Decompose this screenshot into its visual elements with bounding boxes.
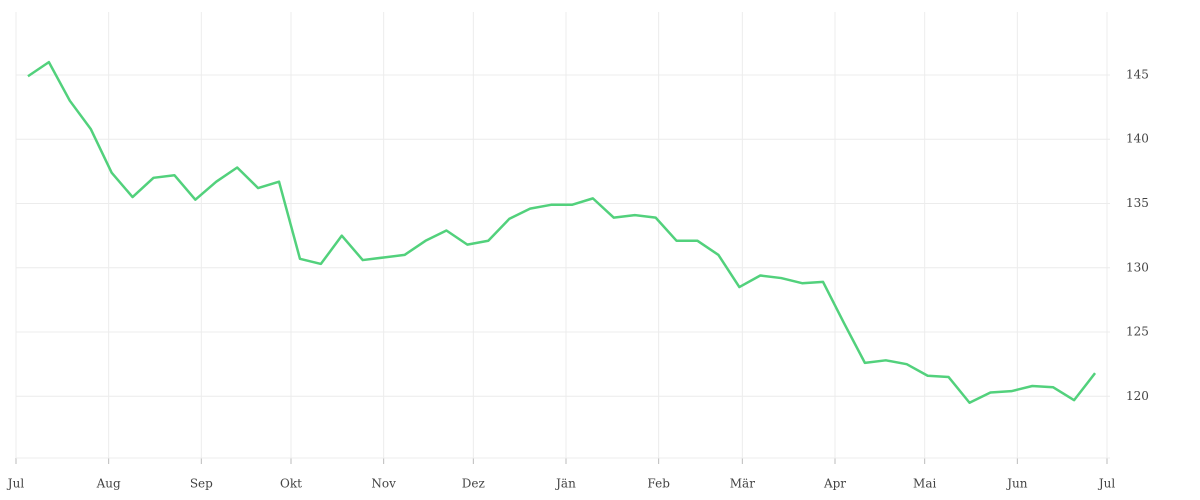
x-tick-label: Apr	[823, 477, 846, 491]
line	[27, 60, 1097, 404]
x-tick-label: Dez	[462, 477, 485, 491]
x-tick-label: Mär	[730, 477, 755, 491]
y-tick-label: 120	[1126, 389, 1149, 403]
x-tick-label: Jun	[1005, 477, 1028, 491]
y-tick-label: 140	[1126, 132, 1149, 146]
y-tick-label: 130	[1126, 260, 1149, 274]
x-tick-label: Jul	[6, 477, 25, 491]
x-tick-label: Aug	[96, 477, 121, 491]
x-tick-label: Sep	[190, 477, 213, 491]
x-tick-label: Jul	[1097, 477, 1116, 491]
y-tick-label: 125	[1126, 325, 1149, 339]
y-tick-label: 135	[1126, 196, 1149, 210]
x-tick-label: Jän	[554, 477, 576, 491]
x-tick-label: Mai	[913, 477, 936, 491]
x-tick-label: Nov	[371, 477, 396, 491]
y-tick-label: 145	[1126, 67, 1149, 81]
x-tick-label: Okt	[280, 477, 302, 491]
x-tick-label: Feb	[647, 477, 670, 491]
